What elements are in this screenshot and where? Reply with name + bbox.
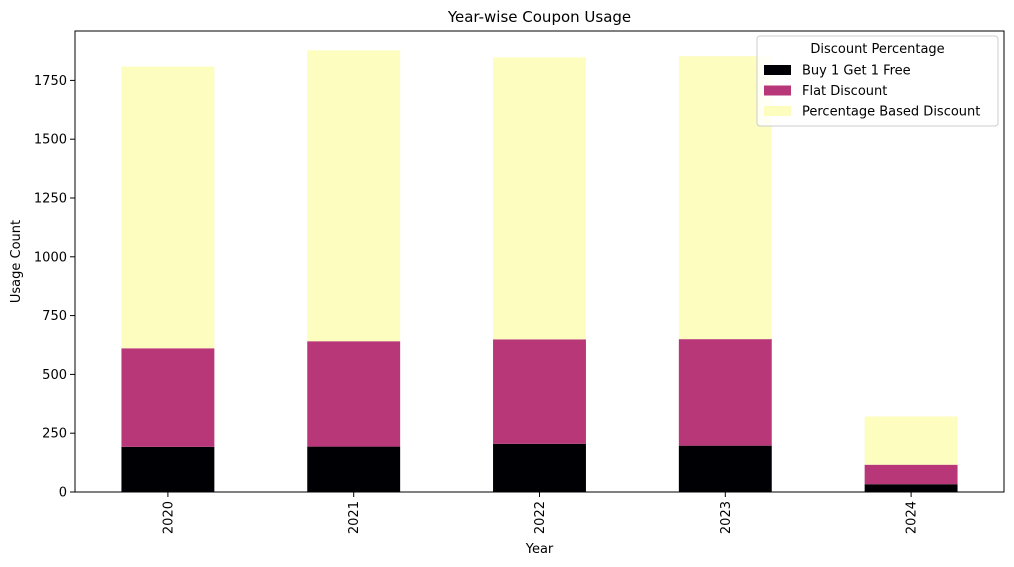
- bar-2022-series-0: [493, 443, 586, 492]
- y-tick-label: 250: [42, 427, 67, 442]
- chart-title: Year-wise Coupon Usage: [447, 8, 631, 26]
- x-tick-label: 2024: [905, 501, 920, 534]
- bar-2023-series-2: [678, 56, 772, 340]
- x-tick-label: 2020: [161, 501, 176, 534]
- x-tick-label: 2022: [533, 501, 548, 534]
- bar-2024-series-0: [864, 484, 958, 492]
- x-axis-label: Year: [525, 542, 554, 557]
- bar-2023-series-0: [678, 445, 772, 492]
- y-tick-label: 1000: [34, 250, 67, 265]
- y-tick-label: 1500: [34, 133, 67, 148]
- y-tick-label: 1750: [34, 74, 67, 89]
- bar-2021-series-0: [307, 446, 401, 492]
- y-tick-label: 0: [59, 486, 67, 501]
- legend-title: Discount Percentage: [810, 42, 944, 57]
- y-axis-label: Usage Count: [9, 220, 24, 303]
- legend-items: Buy 1 Get 1 Free Flat Discount Percentage …: [764, 64, 980, 120]
- bar-2021-series-1: [307, 341, 401, 447]
- legend-swatch-2: [764, 106, 791, 116]
- plot-frame: [74, 30, 1005, 493]
- y-axis: 0 250 500 750 1000 1250 1500 1750: [34, 74, 75, 501]
- x-axis: 2020 2021 2022 2023 2024: [161, 492, 920, 534]
- legend-label-1: Flat Discount: [802, 84, 887, 99]
- x-tick-label: 2023: [719, 501, 734, 534]
- legend-box: [756, 35, 999, 127]
- bars-group: [121, 50, 958, 492]
- bar-2024-series-2: [864, 416, 958, 465]
- bar-2022-series-2: [493, 57, 586, 340]
- bar-2021-series-2: [307, 50, 401, 342]
- bar-2022-series-1: [493, 339, 586, 444]
- legend-label-2: Percentage Based Discount: [802, 105, 980, 120]
- bar-2023-series-1: [678, 339, 772, 446]
- legend-swatch-0: [764, 65, 791, 75]
- bar-2024-series-1: [864, 464, 958, 485]
- bar-2020-series-0: [121, 446, 215, 492]
- legend: Discount Percentage Buy 1 Get 1 Free Flat…: [756, 35, 999, 127]
- legend-label-0: Buy 1 Get 1 Free: [802, 64, 911, 79]
- y-tick-label: 750: [42, 309, 67, 324]
- y-tick-label: 1250: [34, 191, 67, 206]
- bar-2020-series-2: [121, 66, 215, 349]
- x-tick-label: 2021: [347, 501, 362, 534]
- y-tick-label: 500: [42, 368, 67, 383]
- bar-2020-series-1: [121, 348, 215, 447]
- legend-swatch-1: [764, 85, 791, 96]
